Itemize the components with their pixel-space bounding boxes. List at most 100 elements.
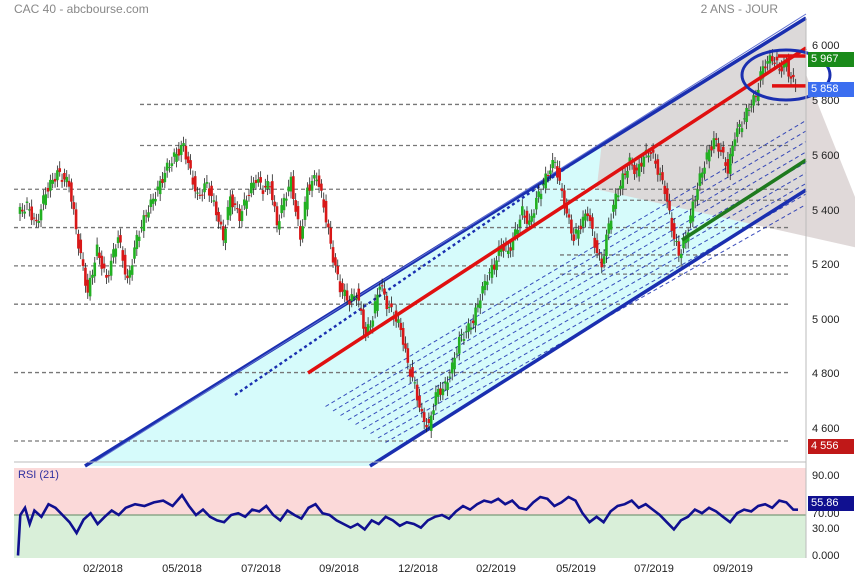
candle-body bbox=[58, 168, 62, 172]
candle-body bbox=[670, 217, 674, 231]
candle-body bbox=[626, 170, 629, 178]
candle-body bbox=[742, 118, 746, 120]
candle-body bbox=[654, 160, 657, 164]
candle-body bbox=[156, 186, 160, 191]
candle-body bbox=[28, 209, 31, 211]
candle-body bbox=[490, 265, 494, 278]
candle-body bbox=[721, 146, 725, 153]
candle-body bbox=[44, 194, 47, 206]
candle-body bbox=[95, 244, 99, 256]
candle-body bbox=[25, 201, 29, 203]
candle-body bbox=[471, 320, 475, 324]
candle-body bbox=[203, 183, 206, 193]
candle-body bbox=[738, 124, 741, 127]
candle-body bbox=[422, 412, 426, 422]
candle-body bbox=[415, 384, 419, 401]
candle-body bbox=[778, 69, 781, 71]
candle-body bbox=[612, 204, 615, 212]
y-tick-label: 6 000 bbox=[812, 40, 840, 52]
candle-body bbox=[647, 155, 650, 158]
candle-body bbox=[464, 331, 468, 333]
candle-body bbox=[313, 175, 316, 179]
candle-body bbox=[378, 286, 382, 290]
candle-body bbox=[137, 236, 141, 242]
candle-body bbox=[289, 176, 293, 192]
candle-body bbox=[287, 186, 290, 192]
candle-body bbox=[23, 211, 26, 214]
candle-body bbox=[105, 274, 108, 278]
candle-body bbox=[107, 275, 111, 277]
candle-body bbox=[114, 248, 118, 257]
candle-body bbox=[712, 138, 716, 150]
candle-body bbox=[266, 180, 269, 189]
candle-body bbox=[51, 180, 55, 184]
marker-price-badge: 5 858 bbox=[808, 82, 854, 97]
candle-body bbox=[467, 323, 470, 332]
candle-body bbox=[217, 211, 220, 222]
candle-body bbox=[413, 382, 417, 384]
candle-body bbox=[549, 170, 552, 175]
candle-body bbox=[123, 254, 127, 275]
candle-body bbox=[186, 156, 190, 164]
candle-body bbox=[235, 208, 239, 210]
candle-body bbox=[254, 180, 258, 184]
candle-body bbox=[133, 247, 136, 259]
candle-body bbox=[600, 258, 604, 268]
candle-body bbox=[149, 199, 153, 208]
candle-body bbox=[350, 294, 354, 301]
candle-body bbox=[219, 221, 223, 225]
candle-body bbox=[780, 66, 783, 72]
x-tick-label: 12/2018 bbox=[398, 563, 438, 575]
candle-body bbox=[763, 66, 767, 69]
candle-body bbox=[30, 206, 33, 221]
x-tick-label: 02/2019 bbox=[476, 563, 516, 575]
candle-body bbox=[210, 185, 213, 197]
target-ellipse bbox=[740, 48, 832, 102]
candle-body bbox=[724, 162, 727, 166]
candle-body bbox=[331, 247, 335, 263]
candle-body bbox=[516, 229, 519, 234]
rsi-tick-label: 70.00 bbox=[812, 508, 840, 520]
candle-body bbox=[439, 388, 442, 395]
candle-body bbox=[294, 200, 297, 212]
candle-body bbox=[336, 265, 340, 275]
candle-body bbox=[100, 255, 104, 269]
candle-body bbox=[170, 163, 174, 167]
candle-body bbox=[570, 219, 573, 234]
candle-body bbox=[390, 303, 393, 308]
candle-body bbox=[268, 186, 272, 188]
candle-body bbox=[282, 197, 286, 211]
candle-body bbox=[81, 259, 85, 267]
candle-body bbox=[264, 185, 267, 188]
candle-body bbox=[432, 410, 435, 415]
candle-body bbox=[193, 176, 197, 192]
x-tick-label: 05/2018 bbox=[162, 563, 202, 575]
candle-body bbox=[595, 240, 599, 254]
candle-body bbox=[345, 290, 349, 301]
fan-dashed-line bbox=[355, 162, 807, 425]
candle-body bbox=[731, 145, 734, 157]
candle-body bbox=[408, 369, 412, 377]
support-line bbox=[681, 158, 807, 242]
candle-body bbox=[546, 175, 550, 177]
candle-body bbox=[212, 200, 216, 202]
candle-body bbox=[35, 219, 38, 222]
candle-body bbox=[175, 154, 178, 162]
x-tick-label: 09/2019 bbox=[713, 563, 753, 575]
candle-body bbox=[691, 201, 695, 222]
candle-body bbox=[352, 295, 356, 298]
candle-body bbox=[696, 189, 699, 200]
candle-body bbox=[672, 223, 676, 240]
candle-body bbox=[109, 260, 113, 276]
candle-body bbox=[640, 162, 643, 167]
candle-body bbox=[376, 294, 379, 311]
candle-body bbox=[605, 234, 608, 257]
resistance-area bbox=[596, 18, 855, 248]
y-tick-label: 5 600 bbox=[812, 150, 840, 162]
candle-body bbox=[249, 182, 253, 194]
candle-body bbox=[303, 201, 307, 220]
candle-body bbox=[301, 226, 304, 239]
candle-body bbox=[317, 175, 321, 187]
candle-body bbox=[532, 213, 536, 218]
candle-body bbox=[198, 194, 202, 196]
